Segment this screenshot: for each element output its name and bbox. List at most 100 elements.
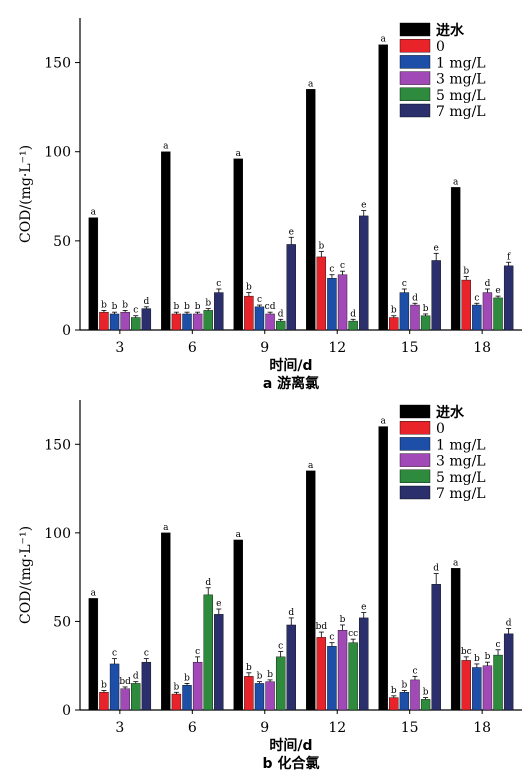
- bar-9-s3: [265, 313, 275, 331]
- bar-9-s0: [233, 158, 243, 331]
- x-tick-label: 12: [328, 720, 346, 736]
- significance-label: b: [257, 672, 263, 682]
- significance-label: d: [433, 564, 439, 574]
- significance-label: d: [506, 619, 512, 629]
- significance-label: b: [184, 302, 190, 312]
- legend-swatch: [399, 71, 431, 85]
- bar-9-s2: [254, 306, 265, 331]
- bar-6-s2: [182, 313, 192, 331]
- significance-label: b: [122, 300, 128, 310]
- x-axis-title: 时间/d: [269, 357, 312, 374]
- significance-label: e: [361, 201, 366, 211]
- bar-9-s4: [275, 656, 286, 711]
- legend-label: 1 mg/L: [436, 437, 486, 453]
- significance-label: cd: [265, 302, 276, 312]
- x-tick-label: 9: [260, 720, 269, 736]
- bar-3-s0: [88, 217, 99, 331]
- significance-label: b: [195, 302, 201, 312]
- legend-label: 0: [436, 39, 445, 55]
- bar-15-s0: [378, 426, 388, 711]
- legend-swatch: [399, 469, 431, 483]
- bar-12-s2: [327, 278, 337, 331]
- significance-label: e: [361, 603, 366, 613]
- significance-label: bd: [316, 622, 328, 632]
- bar-15-s1: [389, 697, 399, 711]
- x-tick-label: 18: [473, 340, 491, 356]
- legend-label: 5 mg/L: [436, 470, 486, 486]
- legend-label: 7 mg/L: [436, 104, 486, 120]
- legend-swatch: [399, 22, 431, 37]
- significance-label: a: [91, 208, 97, 218]
- significance-label: a: [381, 417, 387, 427]
- bar-3-s1: [99, 692, 109, 711]
- significance-label: b: [184, 673, 190, 683]
- bar-9-s1: [244, 295, 254, 331]
- bar-15-s1: [389, 317, 399, 331]
- x-tick-label: 18: [473, 720, 491, 736]
- significance-label: b: [205, 299, 211, 309]
- bar-12-s5: [359, 215, 369, 331]
- legend-swatch: [399, 421, 431, 435]
- bar-12-s4: [348, 320, 358, 331]
- y-axis-title: COD/(mg·L⁻¹): [18, 526, 34, 624]
- legend-swatch: [399, 437, 431, 451]
- chart-panel-2: 0 50 100 150 COD/(mg·L⁻¹) 3 6 9 12 15 18 时间/db 化合氯 a…: [18, 400, 522, 772]
- bar-6-s2: [182, 685, 192, 711]
- x-tick-label: 9: [260, 340, 269, 356]
- legend-swatch: [399, 87, 431, 102]
- significance-label: d: [350, 309, 356, 319]
- significance-label: d: [133, 672, 139, 682]
- chart-panel-1: 0 50 100 150 COD/(mg·L⁻¹) 3 6 9 12 15 18 时间/da 游离氯 a…: [18, 18, 522, 392]
- bar-3-s1: [99, 311, 109, 331]
- bar-6-s3: [192, 313, 203, 331]
- bar-9-s1: [244, 676, 254, 711]
- bar-3-s5: [141, 308, 152, 331]
- bar-15-s2: [399, 692, 410, 711]
- significance-label: c: [195, 647, 200, 657]
- significance-label: d: [485, 279, 491, 289]
- bar-18-s4: [493, 654, 503, 711]
- bar-6-s4: [203, 594, 213, 711]
- x-tick-label: 3: [115, 340, 124, 356]
- y-tick-label: 50: [53, 234, 71, 250]
- significance-label: e: [495, 286, 500, 296]
- bar-18-s3: [482, 665, 493, 711]
- significance-label: b: [174, 302, 180, 312]
- significance-label: b: [340, 615, 346, 625]
- legend-label: 进水: [436, 404, 465, 421]
- significance-label: a: [163, 523, 169, 533]
- bar-15-s4: [420, 315, 431, 331]
- bar-12-s3: [337, 274, 348, 331]
- x-axis-title: 时间/d: [269, 737, 312, 754]
- bar-12-s5: [359, 617, 369, 711]
- y-axis-title: COD/(mg·L⁻¹): [18, 145, 34, 243]
- significance-label: c: [257, 295, 262, 305]
- legend-swatch: [399, 404, 431, 419]
- legend-swatch: [399, 55, 431, 69]
- chart-caption: a 游离氯: [263, 375, 319, 392]
- significance-label: c: [133, 306, 138, 316]
- significance-label: b: [391, 306, 397, 316]
- legend-label: 0: [436, 421, 445, 437]
- chart-caption: b 化合氯: [263, 755, 320, 772]
- bar-18-s1: [461, 279, 471, 331]
- legend-swatch: [399, 453, 431, 467]
- bar-9-s5: [286, 624, 296, 711]
- y-tick-label: 100: [44, 145, 71, 161]
- legend-swatch: [399, 103, 431, 118]
- y-tick-label: 150: [44, 437, 71, 453]
- bar-15-s3: [410, 679, 420, 711]
- significance-label: c: [144, 649, 149, 659]
- legend-label: 进水: [436, 22, 465, 39]
- legend-label: 7 mg/L: [436, 486, 486, 502]
- significance-label: c: [112, 649, 117, 659]
- bar-12-s1: [316, 637, 327, 711]
- bar-3-s4: [131, 317, 141, 331]
- bar-18-s2: [472, 304, 482, 331]
- y-tick-label: 100: [44, 526, 71, 542]
- x-tick-label: 3: [115, 720, 124, 736]
- bar-9-s3: [265, 681, 275, 711]
- significance-label: cc: [348, 629, 358, 639]
